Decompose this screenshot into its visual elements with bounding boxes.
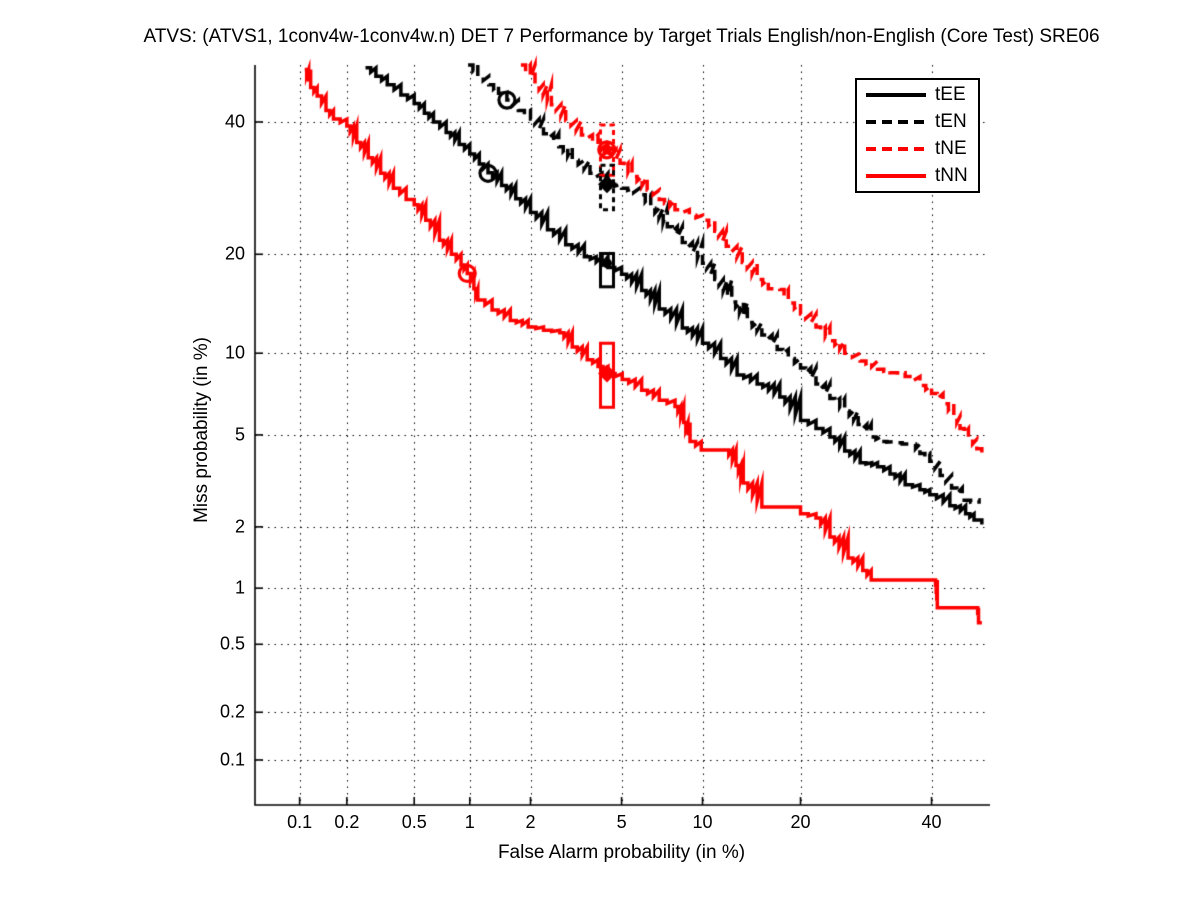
y-tick-label: 2 <box>234 516 245 537</box>
legend-item-tEE: tEE <box>857 84 978 106</box>
chart-title: ATVS: (ATVS1, 1conv4w-1conv4w.n) DET 7 P… <box>143 26 1100 47</box>
x-tick-label: 0.1 <box>287 812 313 832</box>
legend-line-sample-dashed <box>866 120 926 125</box>
legend-line-sample-solid <box>866 173 926 178</box>
legend-item-tEN: tEN <box>857 111 978 133</box>
legend: tEE tEN tNE tNN <box>855 78 980 193</box>
x-tick-label: 10 <box>692 812 713 832</box>
legend-item-label: tNE <box>935 137 967 159</box>
y-tick-label: 1 <box>234 577 245 598</box>
legend-item-tNE: tNE <box>857 138 978 160</box>
y-tick-label: 0.5 <box>219 633 245 654</box>
legend-line-sample-dashed <box>866 146 926 151</box>
x-tick-label: 20 <box>790 812 811 832</box>
x-tick-label: 40 <box>921 812 942 832</box>
y-tick-label: 10 <box>224 342 245 363</box>
y-tick-label: 0.1 <box>219 749 245 770</box>
y-tick-label: 40 <box>224 111 245 132</box>
legend-item-label: tEE <box>935 84 966 106</box>
y-tick-label: 5 <box>234 424 245 445</box>
x-tick-label: 0.5 <box>401 812 427 832</box>
legend-item-tNN: tNN <box>857 165 978 187</box>
x-axis-label: False Alarm probability (in %) <box>497 842 746 863</box>
x-tick-label: 1 <box>464 812 475 832</box>
legend-line-sample-solid <box>866 93 926 98</box>
legend-item-label: tNN <box>935 164 968 186</box>
legend-item-label: tEN <box>935 111 967 133</box>
y-tick-label: 0.2 <box>219 701 245 722</box>
x-tick-label: 2 <box>525 812 536 832</box>
x-tick-label: 5 <box>616 812 627 832</box>
y-tick-label: 20 <box>224 243 245 264</box>
x-tick-label: 0.2 <box>334 812 360 832</box>
